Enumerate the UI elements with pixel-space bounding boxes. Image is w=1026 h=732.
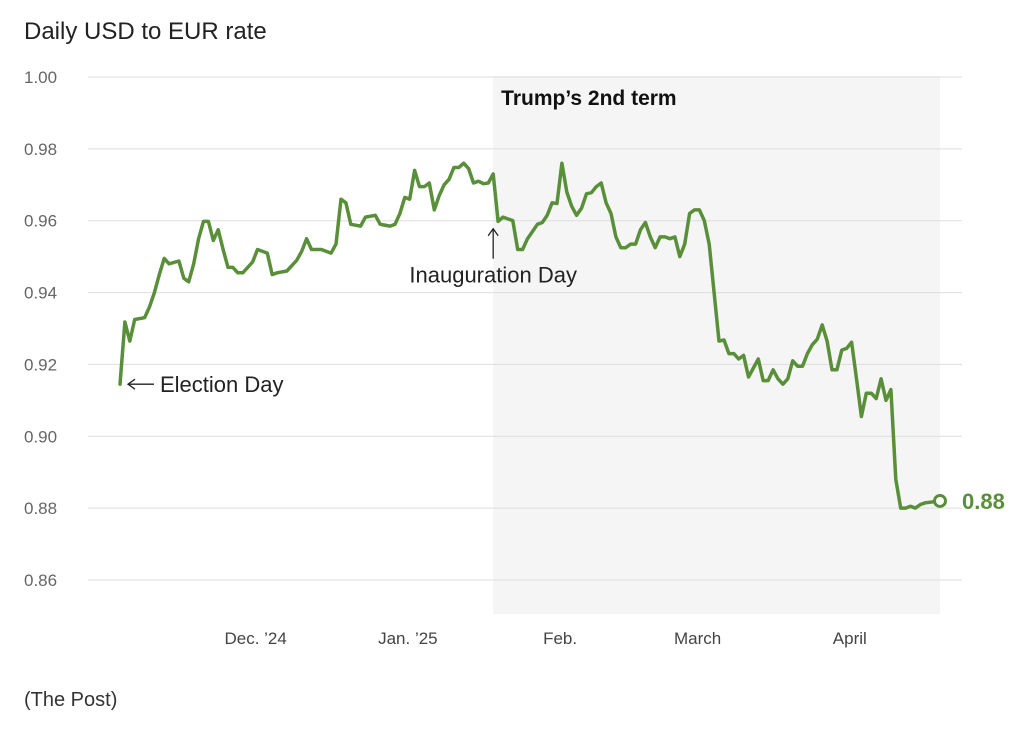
y-tick-label: 0.94	[24, 284, 57, 303]
second-term-label: Trump’s 2nd term	[501, 87, 676, 110]
y-tick-label: 0.92	[24, 355, 57, 374]
y-tick-label: 0.98	[24, 140, 57, 159]
x-axis-ticks: Dec. ’24 Jan. ’25 Feb. March April	[224, 629, 866, 648]
chart-title: Daily USD to EUR rate	[24, 18, 267, 45]
annotation-label: Election Day	[160, 372, 284, 397]
annotations: Election Day Inauguration Day	[126, 227, 577, 397]
annotation-label: Inauguration Day	[409, 263, 577, 288]
x-tick-label: Jan. ’25	[378, 629, 438, 648]
x-tick-label: Dec. ’24	[224, 629, 286, 648]
y-axis-ticks: 1.00 0.98 0.96 0.94 0.92 0.90 0.88 0.86	[24, 68, 57, 590]
annotation-arrowhead	[126, 378, 136, 390]
series-line	[118, 161, 942, 510]
x-tick-label: Feb.	[543, 629, 577, 648]
last-value-marker	[933, 493, 947, 508]
last-value-label: 0.88	[962, 489, 1005, 514]
x-tick-label: March	[674, 629, 721, 648]
y-tick-label: 0.96	[24, 212, 57, 231]
annotation-arrowhead	[487, 227, 499, 237]
y-tick-label: 0.88	[24, 499, 57, 518]
y-tick-label: 0.90	[24, 427, 57, 446]
gridlines	[88, 76, 962, 581]
second-term-shaded-region	[493, 76, 940, 614]
y-tick-label: 0.86	[24, 571, 57, 590]
y-tick-label: 1.00	[24, 68, 57, 87]
x-tick-label: April	[833, 629, 867, 648]
source-credit: (The Post)	[24, 689, 118, 711]
